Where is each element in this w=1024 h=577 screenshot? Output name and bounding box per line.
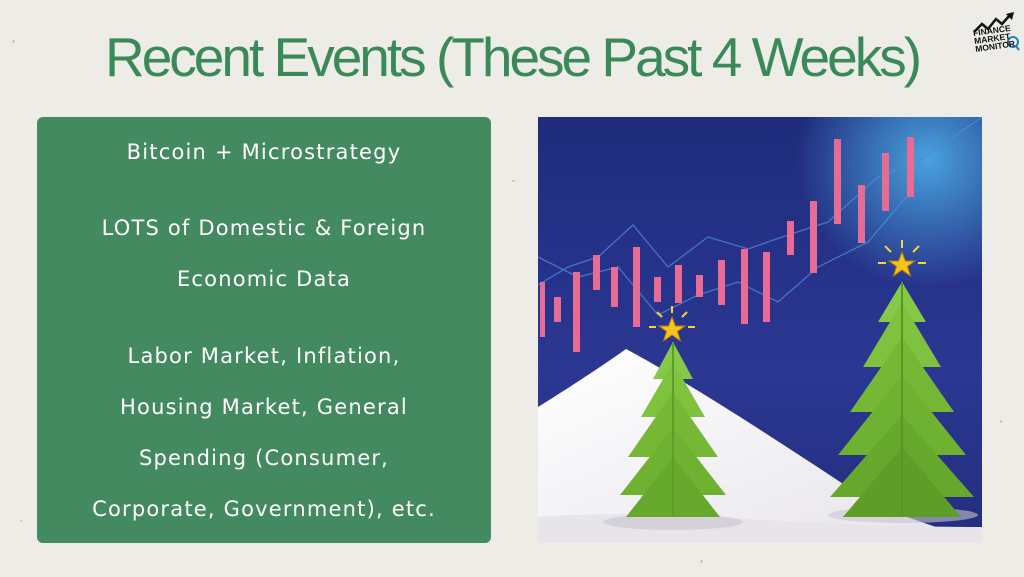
candlestick xyxy=(593,255,600,290)
event-line: Bitcoin + Microstrategy xyxy=(126,140,402,164)
event-line: Labor Market, Inflation, xyxy=(127,344,401,368)
candlestick xyxy=(763,252,770,322)
slide-title: Recent Events (These Past 4 Weeks) xyxy=(104,26,922,88)
candlestick xyxy=(633,247,640,327)
candlestick xyxy=(787,221,794,255)
background-speck xyxy=(700,560,703,563)
background-speck xyxy=(20,520,22,522)
candlestick xyxy=(696,275,703,297)
candlestick xyxy=(654,277,661,302)
tree-shadow xyxy=(603,514,743,530)
background-speck xyxy=(12,40,15,43)
event-line: Housing Market, General xyxy=(120,395,408,419)
candlestick xyxy=(718,260,725,305)
background-speck xyxy=(1000,420,1002,423)
tree-left xyxy=(620,342,726,517)
event-line: Economic Data xyxy=(176,267,352,291)
candlestick xyxy=(834,139,841,224)
illustration-image xyxy=(538,117,982,543)
candlestick xyxy=(611,267,618,307)
candlesticks xyxy=(540,137,914,352)
candlestick xyxy=(858,185,865,243)
event-line: Spending (Consumer, xyxy=(138,446,390,470)
candlestick xyxy=(907,137,914,197)
events-panel: Bitcoin + Microstrategy LOTS of Domestic… xyxy=(37,117,491,543)
candlestick xyxy=(741,249,748,324)
christmas-market-illustration xyxy=(538,117,982,543)
candlestick xyxy=(882,153,889,211)
tree-right xyxy=(830,282,974,517)
background-speck xyxy=(512,180,515,182)
finance-market-monitor-logo: FINANCE MARKET MONITOR xyxy=(970,12,1020,54)
candlestick xyxy=(675,265,682,303)
candlestick xyxy=(573,272,580,352)
candlestick xyxy=(554,297,561,322)
event-line: LOTS of Domestic & Foreign xyxy=(101,216,427,240)
event-line: Corporate, Government), etc. xyxy=(92,497,436,521)
trend-arrow-icon xyxy=(973,12,1020,51)
star-icon xyxy=(649,306,695,343)
candlestick xyxy=(540,282,545,337)
star-icon xyxy=(878,240,926,278)
candlestick xyxy=(810,201,817,273)
logo-text: FINANCE MARKET MONITOR xyxy=(972,23,1020,54)
